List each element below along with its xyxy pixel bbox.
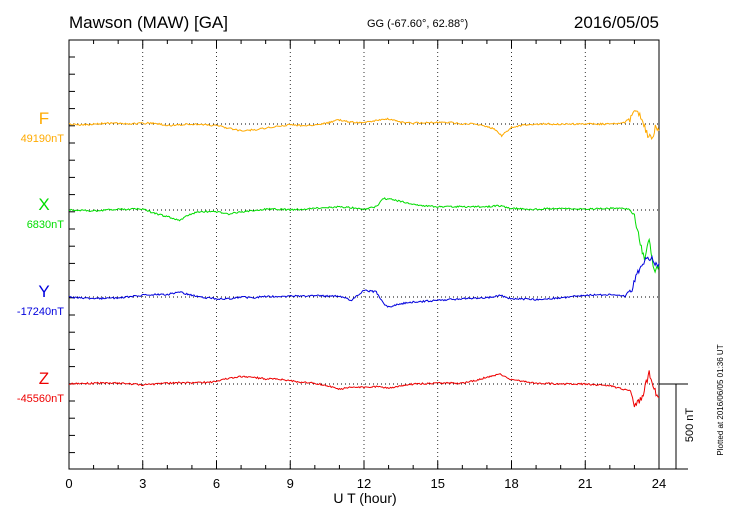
x-tick-label: 3 bbox=[139, 476, 146, 491]
x-tick-label: 9 bbox=[287, 476, 294, 491]
station-title: Mawson (MAW) [GA] bbox=[69, 13, 228, 32]
series-baseline-f: 49190nT bbox=[21, 133, 65, 145]
series-name-y: Y bbox=[38, 282, 49, 301]
series-name-z: Z bbox=[39, 369, 49, 388]
date-label: 2016/05/05 bbox=[574, 13, 659, 32]
x-tick-label: 24 bbox=[652, 476, 666, 491]
scale-bar-label: 500 nT bbox=[684, 408, 696, 443]
plotted-at-label: Plotted at 2016/06/05 01:36 UT bbox=[716, 344, 725, 455]
series-line-f bbox=[68, 110, 660, 141]
x-tick-label: 6 bbox=[213, 476, 220, 491]
series-baseline-x: 6830nT bbox=[27, 219, 65, 231]
series-name-x: X bbox=[38, 195, 49, 214]
x-tick-label: 0 bbox=[65, 476, 72, 491]
series-line-x bbox=[69, 197, 660, 274]
x-tick-label: 21 bbox=[578, 476, 592, 491]
x-tick-label: 12 bbox=[357, 476, 371, 491]
series-baseline-z: -45560nT bbox=[17, 393, 64, 405]
coordinates-label: GG (-67.60°, 62.88°) bbox=[367, 18, 468, 30]
x-tick-label: 18 bbox=[504, 476, 518, 491]
x-axis-label: U T (hour) bbox=[333, 490, 396, 506]
series-line-z bbox=[68, 370, 660, 408]
series-line-y bbox=[69, 255, 660, 308]
series-baseline-y: -17240nT bbox=[17, 306, 64, 318]
x-tick-label: 15 bbox=[431, 476, 445, 491]
series-name-f: F bbox=[39, 109, 49, 128]
